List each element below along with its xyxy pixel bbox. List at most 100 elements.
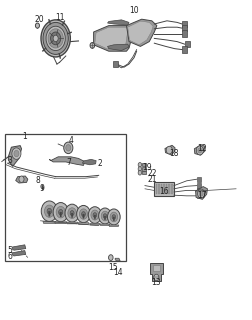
Circle shape	[101, 211, 108, 221]
Polygon shape	[196, 183, 200, 188]
Text: 1: 1	[22, 132, 27, 141]
Text: 19: 19	[142, 163, 151, 172]
Polygon shape	[115, 258, 120, 261]
Text: 12: 12	[197, 144, 206, 153]
Polygon shape	[196, 188, 200, 193]
Circle shape	[110, 212, 117, 222]
Polygon shape	[163, 184, 164, 194]
Polygon shape	[196, 193, 200, 198]
Polygon shape	[108, 225, 118, 227]
Polygon shape	[181, 21, 186, 27]
Circle shape	[14, 150, 19, 157]
Circle shape	[88, 207, 101, 223]
Polygon shape	[164, 145, 174, 155]
Polygon shape	[196, 177, 200, 182]
Polygon shape	[112, 61, 117, 67]
Circle shape	[138, 171, 141, 175]
Circle shape	[58, 210, 62, 215]
Circle shape	[93, 213, 96, 217]
Circle shape	[79, 209, 87, 219]
Polygon shape	[141, 167, 145, 171]
Text: 10: 10	[129, 6, 138, 15]
Circle shape	[108, 255, 113, 260]
Circle shape	[47, 208, 51, 214]
Bar	[5, 134, 126, 261]
Polygon shape	[49, 157, 84, 165]
Circle shape	[103, 214, 106, 218]
Polygon shape	[94, 215, 95, 219]
Circle shape	[12, 148, 21, 159]
Polygon shape	[170, 184, 172, 194]
Polygon shape	[66, 222, 77, 224]
Circle shape	[107, 209, 120, 225]
Circle shape	[196, 146, 203, 155]
Circle shape	[90, 210, 99, 220]
Circle shape	[76, 205, 90, 223]
Polygon shape	[89, 223, 100, 225]
Text: 13: 13	[151, 278, 161, 287]
Circle shape	[153, 274, 158, 281]
Text: 17: 17	[196, 191, 206, 200]
Circle shape	[68, 208, 76, 219]
Circle shape	[138, 163, 141, 167]
Polygon shape	[195, 187, 207, 199]
Circle shape	[46, 26, 65, 51]
Circle shape	[198, 191, 202, 196]
Text: 11: 11	[54, 13, 64, 22]
Polygon shape	[42, 185, 43, 190]
Circle shape	[66, 145, 71, 151]
Circle shape	[81, 212, 85, 217]
Circle shape	[53, 203, 68, 222]
Polygon shape	[149, 263, 162, 281]
Circle shape	[90, 43, 94, 48]
Circle shape	[44, 205, 54, 217]
Circle shape	[98, 208, 111, 224]
Polygon shape	[158, 184, 159, 194]
Polygon shape	[141, 171, 145, 174]
Polygon shape	[82, 159, 96, 165]
Polygon shape	[181, 25, 186, 31]
Circle shape	[65, 204, 79, 222]
Circle shape	[64, 142, 73, 154]
Polygon shape	[12, 251, 26, 256]
Text: 6: 6	[7, 252, 12, 261]
Circle shape	[35, 23, 39, 28]
Circle shape	[70, 211, 74, 216]
Polygon shape	[71, 213, 73, 218]
Polygon shape	[127, 21, 152, 45]
Polygon shape	[8, 146, 21, 166]
Circle shape	[53, 35, 58, 42]
Polygon shape	[12, 245, 26, 250]
Polygon shape	[155, 184, 157, 194]
Polygon shape	[82, 214, 84, 218]
Text: 7: 7	[66, 158, 71, 167]
Circle shape	[48, 29, 63, 48]
Text: 8: 8	[35, 176, 40, 185]
Polygon shape	[194, 145, 205, 155]
Circle shape	[197, 189, 204, 198]
Polygon shape	[94, 27, 127, 49]
Polygon shape	[181, 46, 186, 53]
Circle shape	[56, 206, 65, 218]
Circle shape	[41, 201, 57, 221]
Polygon shape	[181, 30, 186, 37]
Polygon shape	[59, 212, 61, 217]
Text: 5: 5	[7, 246, 12, 255]
Text: 20: 20	[34, 15, 44, 24]
Text: 21: 21	[146, 175, 156, 184]
Text: 18: 18	[169, 149, 178, 158]
Polygon shape	[78, 223, 89, 224]
Polygon shape	[153, 182, 173, 196]
Polygon shape	[54, 222, 67, 224]
Text: 22: 22	[146, 169, 156, 178]
Polygon shape	[165, 184, 167, 194]
Polygon shape	[160, 184, 162, 194]
Text: 14: 14	[113, 268, 123, 277]
Text: 3: 3	[7, 156, 12, 165]
Polygon shape	[93, 26, 131, 51]
Circle shape	[166, 146, 172, 154]
Text: 16: 16	[159, 187, 168, 196]
Polygon shape	[107, 44, 129, 51]
Polygon shape	[48, 211, 50, 216]
Polygon shape	[43, 221, 56, 223]
